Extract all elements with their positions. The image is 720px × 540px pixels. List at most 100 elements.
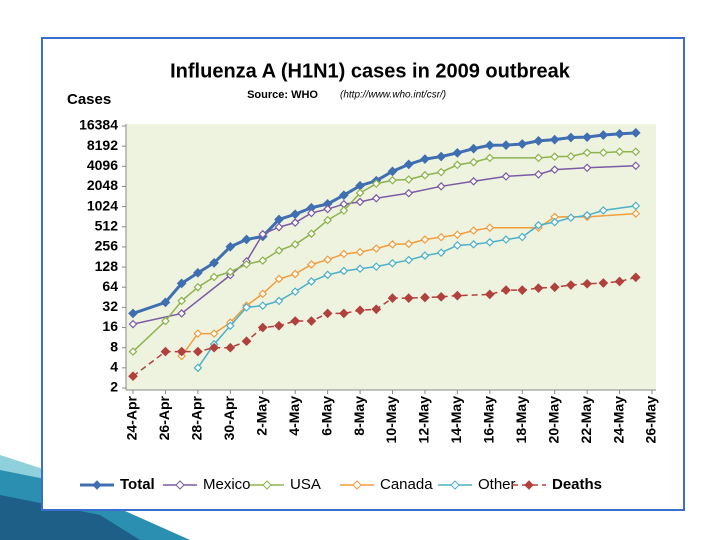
data-point	[176, 346, 187, 357]
data-point	[290, 287, 300, 296]
data-point	[193, 346, 203, 357]
legend-marker	[175, 480, 185, 490]
data-point	[501, 172, 511, 181]
data-point	[534, 220, 543, 230]
data-point	[323, 270, 332, 280]
data-point	[307, 260, 316, 269]
y-tick-label: 128	[95, 258, 119, 274]
data-point	[209, 329, 219, 338]
x-tick-label: 20-May	[545, 396, 561, 444]
data-point	[355, 247, 365, 257]
data-point	[307, 229, 316, 239]
data-point	[453, 241, 462, 250]
data-point	[225, 321, 235, 331]
data-point	[452, 148, 463, 158]
data-point	[484, 140, 495, 151]
data-point	[241, 336, 252, 347]
data-point	[290, 209, 301, 220]
data-point	[242, 303, 251, 312]
data-point	[403, 159, 414, 170]
data-point	[193, 282, 203, 292]
data-point	[371, 193, 381, 203]
data-point	[404, 175, 414, 184]
data-point	[323, 255, 332, 265]
y-tick-label: 4	[110, 359, 118, 375]
legend-marker	[450, 480, 460, 490]
legend-label: Other	[478, 476, 516, 493]
data-point	[355, 264, 365, 274]
data-point	[177, 309, 187, 318]
data-point	[453, 160, 462, 170]
data-point	[582, 210, 592, 220]
data-point	[274, 222, 284, 232]
data-point	[355, 188, 365, 198]
data-point	[404, 255, 414, 265]
data-point	[371, 304, 382, 315]
data-point	[193, 329, 203, 338]
y-axis-label: Cases	[67, 91, 111, 108]
data-point	[258, 256, 268, 265]
data-point	[404, 188, 414, 198]
legend-marker	[352, 480, 362, 490]
x-tick-label: 18-May	[513, 396, 529, 444]
data-point	[436, 151, 447, 162]
data-point	[420, 235, 430, 244]
data-point	[517, 139, 528, 149]
legend-marker	[262, 480, 272, 490]
data-point	[161, 316, 170, 326]
legend-marker	[524, 480, 534, 490]
data-point	[420, 170, 430, 180]
y-tick-label: 8	[110, 338, 118, 354]
subtitle: Source: WHO	[247, 89, 318, 101]
data-point	[630, 127, 641, 138]
data-point	[242, 259, 251, 269]
data-point	[420, 154, 430, 164]
data-point	[582, 163, 592, 173]
data-point	[484, 289, 495, 300]
data-point	[533, 136, 544, 146]
data-point	[598, 148, 608, 157]
data-point	[615, 147, 624, 157]
y-tick-label: 1024	[87, 197, 118, 213]
data-point	[631, 147, 641, 157]
data-point	[323, 204, 332, 214]
data-point	[404, 239, 414, 249]
data-point	[128, 371, 138, 382]
data-point	[371, 179, 381, 189]
source-url: (http://www.who.int/csr/)	[340, 90, 446, 101]
data-point	[209, 342, 219, 353]
data-point	[274, 274, 284, 284]
data-point	[598, 206, 608, 215]
data-point	[193, 363, 203, 373]
data-point	[533, 283, 544, 294]
data-point	[290, 218, 300, 227]
x-tick-label: 10-May	[383, 396, 399, 444]
data-point	[339, 266, 349, 276]
data-point	[193, 267, 203, 278]
legend-label: Canada	[380, 476, 433, 493]
data-point	[582, 132, 592, 142]
data-point	[452, 290, 463, 301]
data-point	[501, 235, 511, 244]
data-point	[534, 153, 543, 163]
data-point	[582, 148, 592, 157]
data-point	[387, 293, 398, 303]
data-point	[307, 277, 316, 286]
data-point	[469, 226, 478, 235]
x-tick-label: 24-Apr	[124, 395, 140, 440]
data-point	[436, 232, 446, 242]
data-point	[485, 153, 495, 163]
data-point	[176, 278, 187, 289]
data-point	[614, 128, 625, 139]
legend-label: Mexico	[203, 476, 251, 493]
data-point	[469, 157, 478, 167]
data-point	[485, 237, 495, 247]
x-tick-label: 14-May	[448, 396, 464, 444]
data-point	[225, 342, 236, 353]
y-tick-label: 2048	[87, 177, 118, 193]
data-point	[371, 262, 381, 271]
data-point	[160, 346, 171, 357]
data-point	[614, 276, 625, 287]
data-point	[469, 239, 478, 249]
